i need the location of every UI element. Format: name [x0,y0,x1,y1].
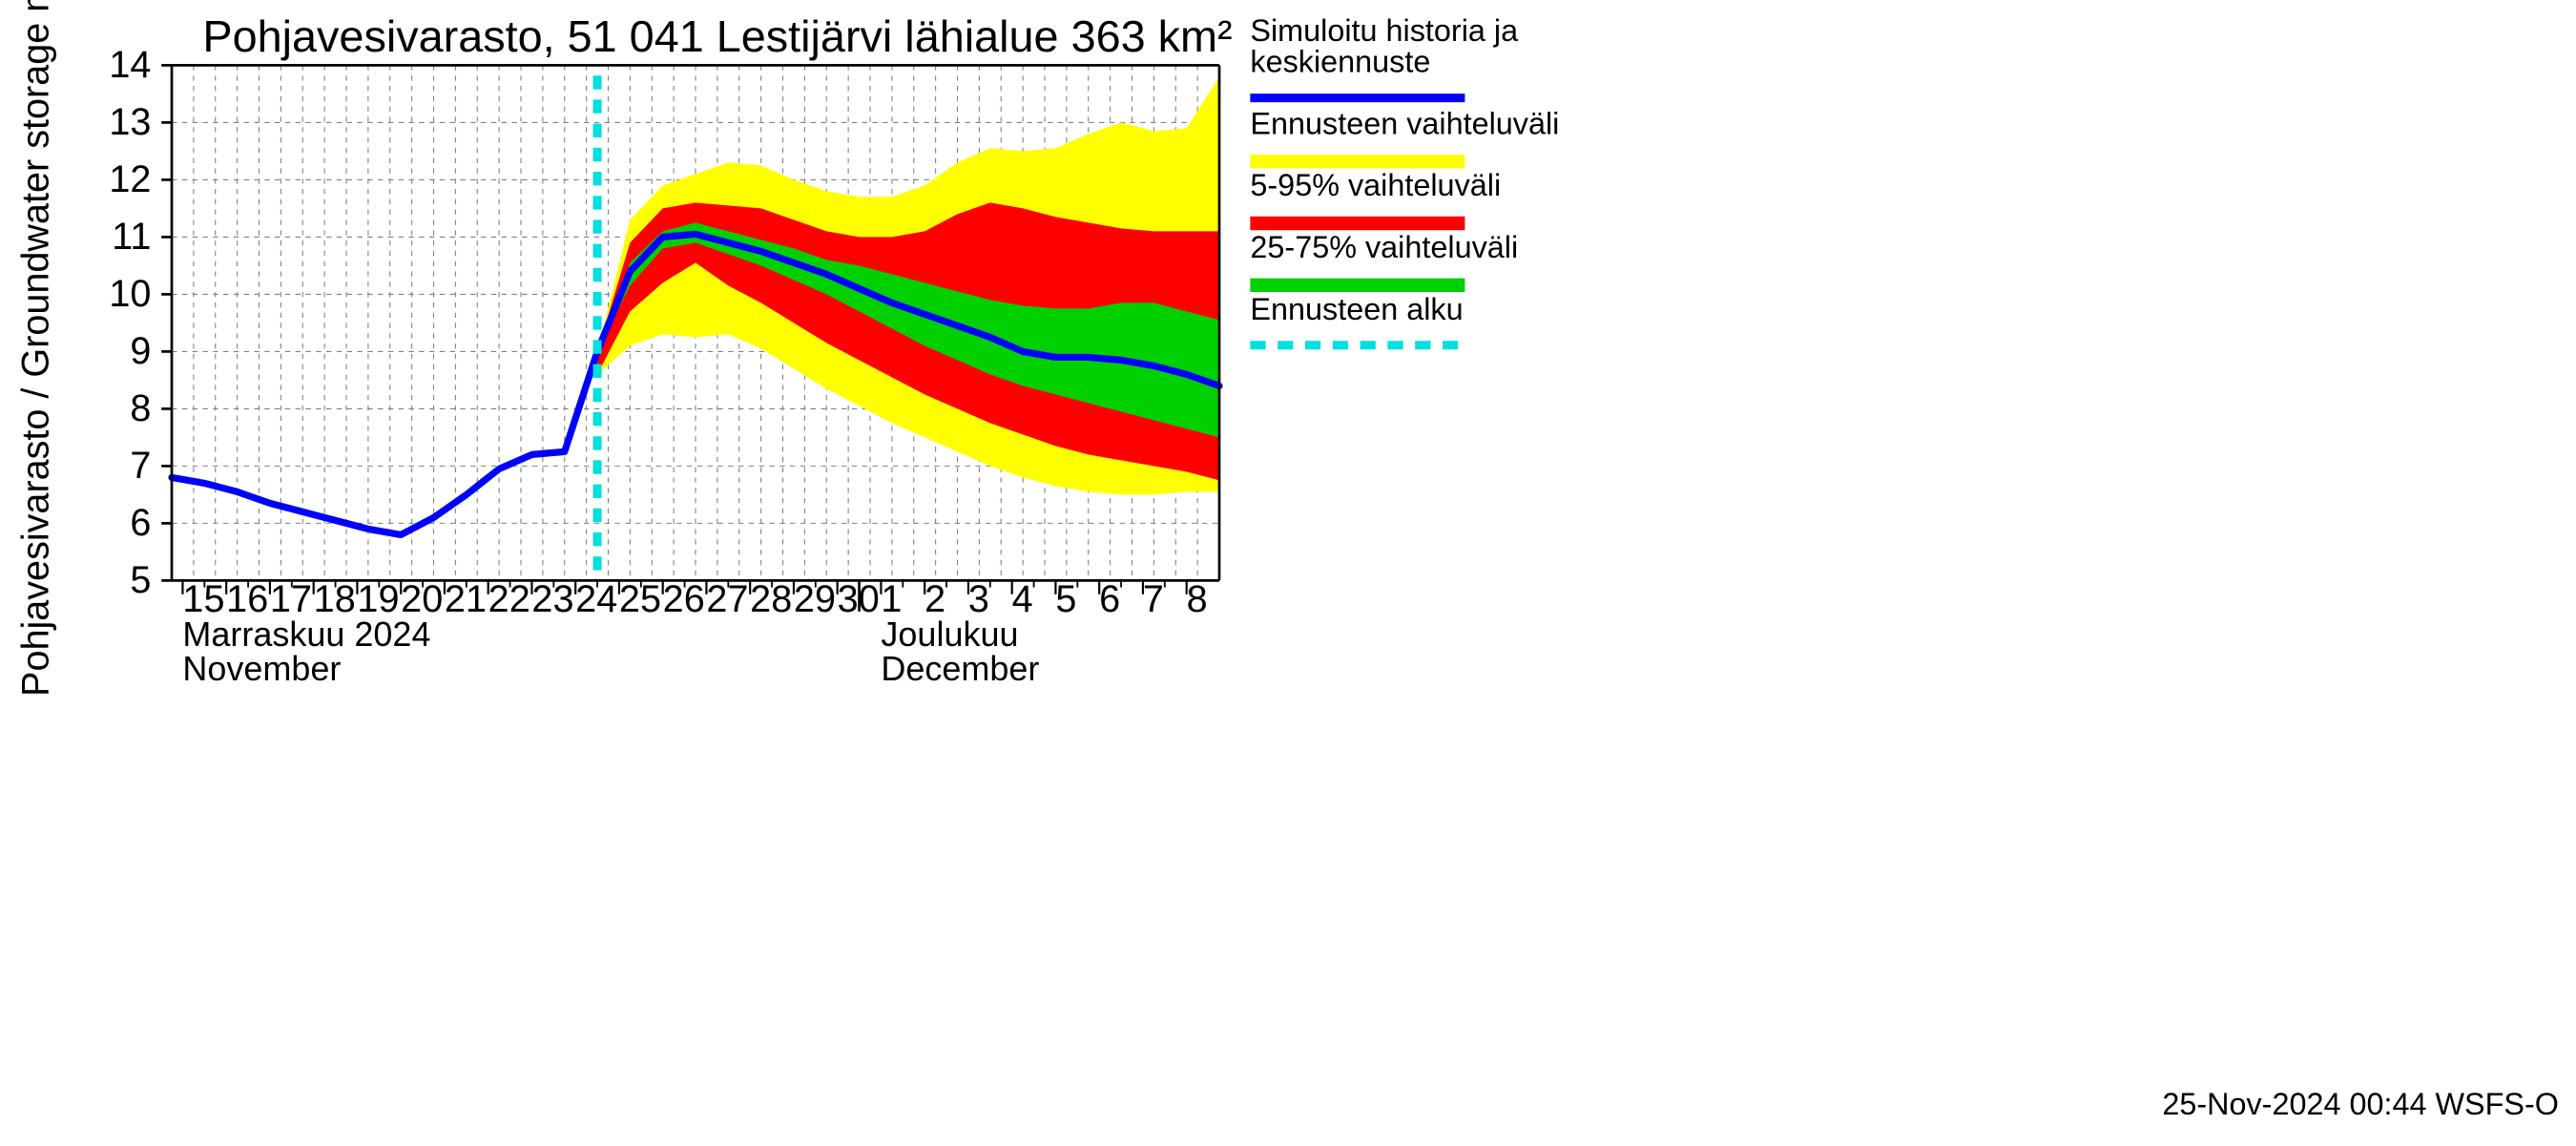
y-tick-label: 12 [109,158,151,200]
legend-label: Ennusteen alku [1250,292,1463,326]
month-label-line1: Marraskuu 2024 [182,615,430,654]
x-tick-label: 25 [619,578,661,620]
x-tick-label: 30 [838,578,880,620]
chart-container: 5678910111213141516171819202122232425262… [0,0,1431,636]
x-tick-label: 5 [1055,578,1076,620]
legend-label: 25-75% vaihteluväli [1250,230,1518,264]
month-label-line1: Joulukuu [881,615,1018,654]
y-tick-label: 14 [109,44,151,86]
x-tick-label: 6 [1099,578,1120,620]
legend-swatch [1250,155,1465,168]
legend-swatch [1250,217,1465,230]
x-tick-label: 29 [794,578,836,620]
legend-label: 5-95% vaihteluväli [1250,168,1501,202]
month-label-line2: November [182,649,341,688]
legend-label: keskiennuste [1250,45,1430,79]
x-tick-label: 26 [663,578,705,620]
x-tick-label: 8 [1187,578,1208,620]
legend-swatch [1250,279,1465,292]
legend-label: Ennusteen vaihteluväli [1250,106,1559,140]
x-tick-label: 22 [488,578,530,620]
y-tick-label: 5 [130,559,151,601]
y-tick-label: 7 [130,445,151,487]
month-label-line2: December [881,649,1039,688]
y-tick-label: 11 [112,216,151,258]
y-tick-label: 6 [130,502,151,544]
footer-timestamp: 25-Nov-2024 00:44 WSFS-O [2162,1087,2559,1121]
groundwater-forecast-chart: 5678910111213141516171819202122232425262… [0,0,2576,1146]
x-tick-label: 7 [1143,578,1164,620]
chart-title: Pohjavesivarasto, 51 041 Lestijärvi lähi… [202,11,1232,61]
x-tick-label: 21 [445,578,487,620]
x-tick-label: 27 [706,578,748,620]
y-axis-label: Pohjavesivarasto / Groundwater storage m… [14,0,56,697]
x-tick-label: 28 [750,578,792,620]
y-tick-label: 8 [130,387,151,429]
legend-label: Simuloitu historia ja [1250,13,1518,48]
x-tick-label: 23 [531,578,573,620]
y-tick-label: 9 [130,330,151,372]
y-tick-label: 10 [109,273,151,315]
x-tick-label: 24 [575,578,617,620]
y-tick-label: 13 [109,101,151,143]
